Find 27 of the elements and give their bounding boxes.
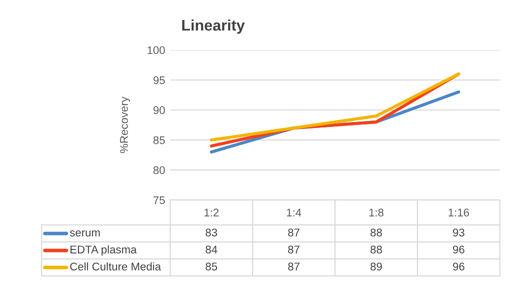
y-tick-label: 75 bbox=[154, 196, 165, 204]
y-axis-title: %Recovery bbox=[120, 96, 130, 153]
data-label: 93 bbox=[453, 228, 464, 236]
y-tick-label: 100 bbox=[148, 46, 165, 54]
data-label: 89 bbox=[370, 262, 382, 270]
y-tick-label: 80 bbox=[153, 166, 165, 174]
x-tick-label: 1:4 bbox=[286, 208, 302, 216]
x-tick-label: 1:16 bbox=[448, 208, 469, 216]
chart-title: Linearity bbox=[182, 19, 245, 34]
data-label: 88 bbox=[370, 246, 382, 254]
y-tick-label: 85 bbox=[153, 136, 165, 144]
data-label: 83 bbox=[206, 228, 218, 236]
data-label: 96 bbox=[453, 262, 464, 270]
x-tick-label: 1:2 bbox=[204, 208, 219, 216]
data-label: 85 bbox=[206, 262, 218, 270]
data-label: 84 bbox=[206, 246, 218, 254]
data-label: 87 bbox=[288, 228, 300, 236]
y-tick-label: 95 bbox=[153, 76, 165, 84]
y-tick-label: 90 bbox=[153, 106, 165, 114]
legend-label: EDTA plasma bbox=[70, 245, 137, 256]
data-label: 96 bbox=[453, 246, 464, 254]
legend-label: serum bbox=[70, 230, 100, 236]
data-label: 87 bbox=[288, 246, 300, 254]
x-tick-label: 1:8 bbox=[369, 208, 384, 216]
data-label: 87 bbox=[288, 262, 300, 270]
data-label: 88 bbox=[370, 228, 382, 236]
legend-label: Cell Culture Media bbox=[70, 262, 162, 270]
